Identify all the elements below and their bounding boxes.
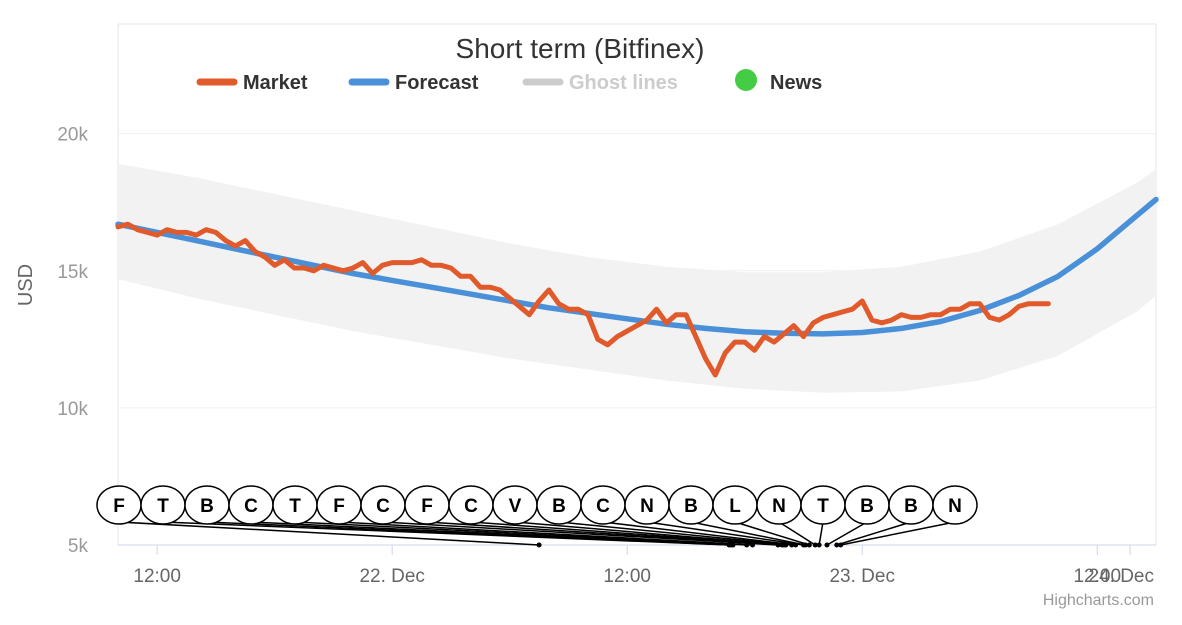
x-tick-label: 12:00 [133,566,181,587]
y-tick-label: 10k [57,399,88,420]
news-flag-label: C [596,496,610,517]
news-flag-label: F [333,496,345,517]
series-line-market [115,221,1051,378]
series-layer [115,196,1159,378]
news-flag[interactable]: N [756,485,818,548]
news-flag-connector [470,521,784,546]
news-flag-anchor [536,542,542,548]
news-flag[interactable]: F [96,485,542,548]
x-tick-label: 12:00 [1073,566,1121,587]
news-flag[interactable]: C [448,485,787,548]
news-flag-anchor [816,542,822,548]
legend-label: Forecast [395,72,479,94]
news-flag-connector [690,521,806,546]
news-flag-anchor [834,542,840,548]
news-flag-label: N [948,496,962,517]
news-flag-label: B [200,496,214,517]
news-flag-label: B [684,496,698,517]
legend-symbol [735,69,757,91]
news-flag-connector [250,521,734,546]
ghost-lines-band [118,163,1156,393]
y-axis-ticks: 5k 10k 15k 20k [57,125,88,557]
legend-item-ghost-lines[interactable]: Ghost lines [522,72,678,94]
legend-label: News [770,72,822,94]
news-flag[interactable]: F [316,485,756,548]
news-flag[interactable]: V [492,485,789,548]
legend-item-market[interactable]: Market [196,72,308,94]
news-flag-anchor [824,542,830,548]
legend-label: Ghost lines [569,72,678,94]
news-flag[interactable]: N [838,485,978,548]
x-tick-label: 22. Dec [359,566,424,587]
news-flag-bubble [932,485,978,525]
news-flag-label: N [772,496,786,517]
news-flag-label: C [376,496,390,517]
news-flag-connector [338,521,753,546]
news-flag[interactable]: C [228,485,736,548]
news-flag-anchor [806,542,812,548]
news-flag-label: B [904,496,918,517]
news-flag-connector [118,521,540,546]
news-flag-label: T [157,496,169,517]
news-flag-label: L [729,496,741,517]
news-flag-label: F [113,496,125,517]
news-flag-label: T [817,496,829,517]
x-tick-label: 24. Dec [1089,566,1154,587]
news-flag[interactable]: B [824,485,890,548]
news-flag-label: B [860,496,874,517]
news-flag[interactable]: F [404,485,785,548]
legend: Market Forecast Ghost lines News [196,69,822,94]
news-flag-connector [514,521,786,546]
news-flag-connector [778,521,816,546]
news-flag-label: N [640,496,654,517]
news-flag-label: T [289,496,301,517]
news-flag-connector [826,521,868,546]
news-flag-connector [734,521,810,546]
news-flag-connector [818,521,824,546]
chart-title: Short term (Bitfinex) [456,33,705,64]
legend-item-news[interactable]: News [735,69,822,94]
news-flag-connector [558,521,792,546]
news-flag-label: C [244,496,258,517]
credits-link[interactable]: Highcharts.com [1043,592,1154,609]
y-tick-label: 5k [68,536,89,557]
x-tick-label: 12:00 [603,566,651,587]
news-flag-label: V [509,496,522,517]
news-flag-anchor [838,542,844,548]
y-tick-label: 20k [57,125,88,146]
news-flag-label: B [552,496,566,517]
news-flag-label: F [421,496,433,517]
news-flag-connector [646,521,804,546]
x-tick-label: 23. Dec [829,566,894,587]
news-flag-connector [840,521,956,546]
y-tick-label: 15k [57,262,88,283]
news-flag-connector [602,521,796,546]
news-flag-label: C [464,496,478,517]
ghost-band-area [118,163,1156,393]
news-flag-anchor [812,542,818,548]
legend-item-forecast[interactable]: Forecast [348,72,479,94]
news-flag-connector [836,521,912,546]
y-axis-title: USD [15,264,37,306]
legend-label: Market [243,72,308,94]
